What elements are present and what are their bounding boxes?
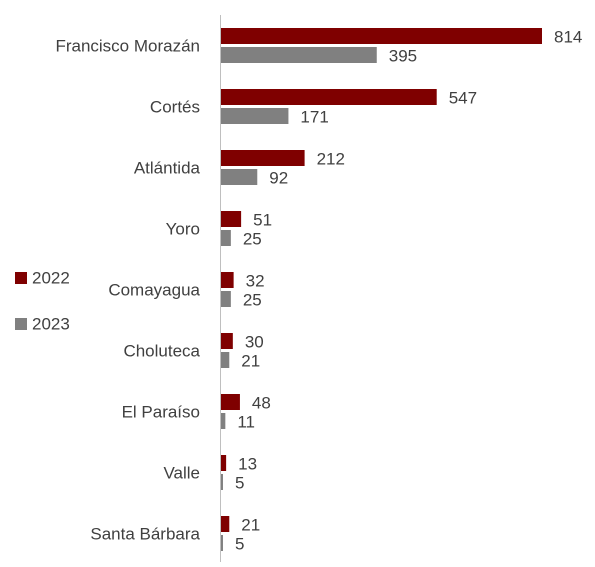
- bar: [221, 211, 242, 227]
- data-label: 48: [252, 393, 271, 412]
- data-label: 814: [554, 27, 582, 46]
- category-label: El Paraíso: [122, 402, 200, 421]
- data-label: 32: [246, 271, 265, 290]
- category-label: Atlántida: [134, 158, 201, 177]
- category-label: Cortés: [150, 97, 200, 116]
- data-label: 5: [235, 534, 244, 553]
- data-label: 11: [237, 412, 255, 431]
- data-label: 21: [241, 515, 260, 534]
- category-label: Valle: [163, 463, 200, 482]
- bar: [221, 47, 377, 63]
- data-label: 30: [245, 332, 264, 351]
- bar: [221, 455, 227, 471]
- category-label: Yoro: [166, 219, 200, 238]
- category-label: Choluteca: [123, 341, 200, 360]
- category-label: Santa Bárbara: [90, 524, 200, 543]
- data-label: 547: [449, 88, 477, 107]
- data-label: 395: [389, 46, 417, 65]
- legend-swatch: [15, 272, 27, 284]
- bar: [221, 352, 230, 368]
- bar: [221, 535, 223, 551]
- legend-label: 2022: [32, 268, 70, 287]
- bar: [221, 291, 231, 307]
- category-label: Comayagua: [108, 280, 200, 299]
- data-label: 51: [253, 210, 272, 229]
- bar: [221, 272, 234, 288]
- bar: [221, 89, 437, 105]
- data-label: 5: [235, 473, 244, 492]
- bar: [221, 333, 233, 349]
- legend-swatch: [15, 318, 27, 330]
- bar: [221, 474, 223, 490]
- bar: [221, 230, 231, 246]
- bar: [221, 413, 226, 429]
- bar: [221, 108, 289, 124]
- data-label: 25: [243, 290, 262, 309]
- data-label: 13: [238, 454, 257, 473]
- bar: [221, 516, 230, 532]
- legend-label: 2023: [32, 314, 70, 333]
- data-label: 212: [317, 149, 345, 168]
- bar: [221, 169, 258, 185]
- data-label: 25: [243, 229, 262, 248]
- data-label: 21: [241, 351, 260, 370]
- category-label: Francisco Morazán: [55, 36, 200, 55]
- data-label: 92: [269, 168, 288, 187]
- data-label: 171: [300, 107, 328, 126]
- bar: [221, 28, 542, 44]
- bar: [221, 394, 240, 410]
- bar: [221, 150, 305, 166]
